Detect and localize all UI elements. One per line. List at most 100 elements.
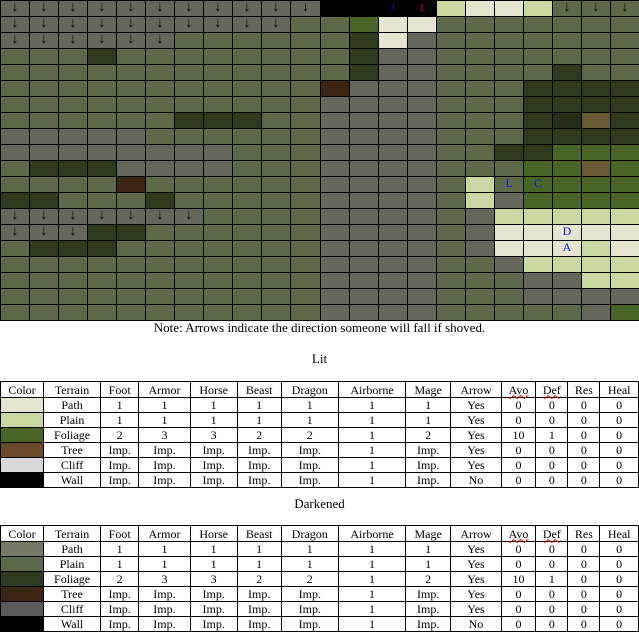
fall-arrow-icon: ↓ — [127, 208, 135, 223]
map-tile — [407, 80, 437, 97]
column-header: Heal — [599, 381, 639, 398]
table-cell: 0 — [535, 541, 569, 557]
map-tile — [232, 240, 262, 257]
table-cell: 1 — [236, 541, 282, 557]
map-tile: ↓ — [0, 208, 30, 225]
table-cell: Yes — [450, 601, 502, 617]
table-cell: 0 — [599, 397, 639, 413]
table-cell: 0 — [535, 457, 569, 473]
column-header-label: Heal — [607, 526, 631, 541]
map-tile — [0, 240, 30, 257]
table-cell: Imp. — [280, 586, 339, 602]
map-tile — [552, 304, 582, 321]
map-tile — [290, 288, 321, 305]
map-tile — [232, 256, 262, 273]
map-tile — [523, 0, 553, 17]
map-tile — [552, 160, 582, 177]
table-cell: Imp. — [405, 442, 452, 458]
table-cell: 0 — [567, 397, 601, 413]
map-tile — [145, 64, 175, 81]
unit-marker: D — [562, 224, 572, 238]
map-tile — [29, 272, 59, 289]
map-tile — [116, 144, 146, 161]
column-header: Dragon — [280, 525, 339, 542]
map-tile — [523, 32, 553, 49]
map-tile — [29, 176, 59, 193]
table-row: Cliff Imp. Imp. Imp. Imp. Imp. 1 Imp. Yes 0 0 0 0 — [0, 457, 639, 473]
column-header-label: Avo — [508, 382, 529, 397]
table-cell: 0 — [567, 457, 601, 473]
map-tile — [203, 240, 233, 257]
map-tile — [261, 224, 291, 241]
map-tile — [407, 176, 437, 193]
color-swatch — [0, 472, 44, 488]
map-tile — [610, 224, 639, 241]
map-tile — [174, 304, 204, 321]
table-cell: 1 — [337, 571, 407, 587]
table-row: Path 1 1 1 1 1 1 1 Yes 0 0 0 0 — [0, 397, 639, 413]
table-cell: Imp. — [189, 616, 238, 632]
fall-arrow-icon: ↓ — [11, 0, 19, 15]
map-tile — [87, 64, 117, 81]
map-tile — [523, 224, 553, 241]
map-tile — [87, 224, 117, 241]
map-tile: L — [494, 176, 524, 193]
fall-arrow-icon: ↓ — [214, 0, 222, 15]
column-header: Armor — [138, 525, 191, 542]
map-tile — [610, 16, 639, 33]
map-tile — [290, 112, 321, 129]
map-tile — [0, 192, 30, 209]
color-swatch — [0, 616, 44, 632]
fall-arrow-icon: ↓ — [69, 16, 77, 31]
column-header: Res — [567, 525, 601, 542]
map-tile — [581, 144, 611, 161]
map-tile — [494, 272, 524, 289]
map-tile — [58, 48, 88, 65]
map-tile — [610, 96, 639, 113]
table-row: Path 1 1 1 1 1 1 1 Yes 0 0 0 0 — [0, 541, 639, 557]
table-cell: 0 — [535, 616, 569, 632]
table-cell: 0 — [535, 397, 569, 413]
map-tile — [465, 160, 495, 177]
map-tile — [407, 304, 437, 321]
map-tile — [436, 96, 466, 113]
map-tile — [203, 288, 233, 305]
table-cell: 1 — [280, 541, 339, 557]
table-cell: Imp. — [405, 457, 452, 473]
map-tile — [116, 112, 146, 129]
map-tile — [174, 128, 204, 145]
table-cell: Imp. — [236, 616, 282, 632]
map-tile: A — [552, 240, 582, 257]
map-tile — [349, 240, 379, 257]
map-tile — [320, 192, 350, 209]
table-row: Foliage 2 3 3 2 2 1 2 Yes 10 1 0 0 — [0, 427, 639, 443]
map-tile — [174, 288, 204, 305]
map-tile — [145, 240, 175, 257]
map-tile — [436, 192, 466, 209]
table-row: Tree Imp. Imp. Imp. Imp. Imp. 1 Imp. Yes 0 0 0 0 — [0, 442, 639, 458]
map-tile — [58, 272, 88, 289]
map-tile — [145, 256, 175, 273]
table-cell: 0 — [567, 412, 601, 428]
map-tile — [610, 272, 639, 289]
column-header: Mage — [405, 525, 452, 542]
map-tile — [494, 224, 524, 241]
map-tile — [523, 128, 553, 145]
unit-marker: 1 — [419, 0, 425, 14]
fall-arrow-icon: ↓ — [302, 0, 309, 15]
map-tile — [465, 32, 495, 49]
map-tile — [349, 16, 379, 33]
map-tile — [552, 272, 582, 289]
table-cell: 1 — [337, 442, 407, 458]
column-header-label: Horse — [199, 382, 228, 397]
map-tile — [261, 304, 291, 321]
fall-arrow-icon: ↓ — [127, 0, 135, 15]
table-cell: 0 — [599, 442, 639, 458]
map-tile — [290, 32, 321, 49]
map-tile — [494, 112, 524, 129]
map-tile — [465, 48, 495, 65]
table-cell: 1 — [337, 397, 407, 413]
map-tile — [116, 48, 146, 65]
map-tile — [261, 256, 291, 273]
map-tile: ↓ — [0, 0, 30, 17]
